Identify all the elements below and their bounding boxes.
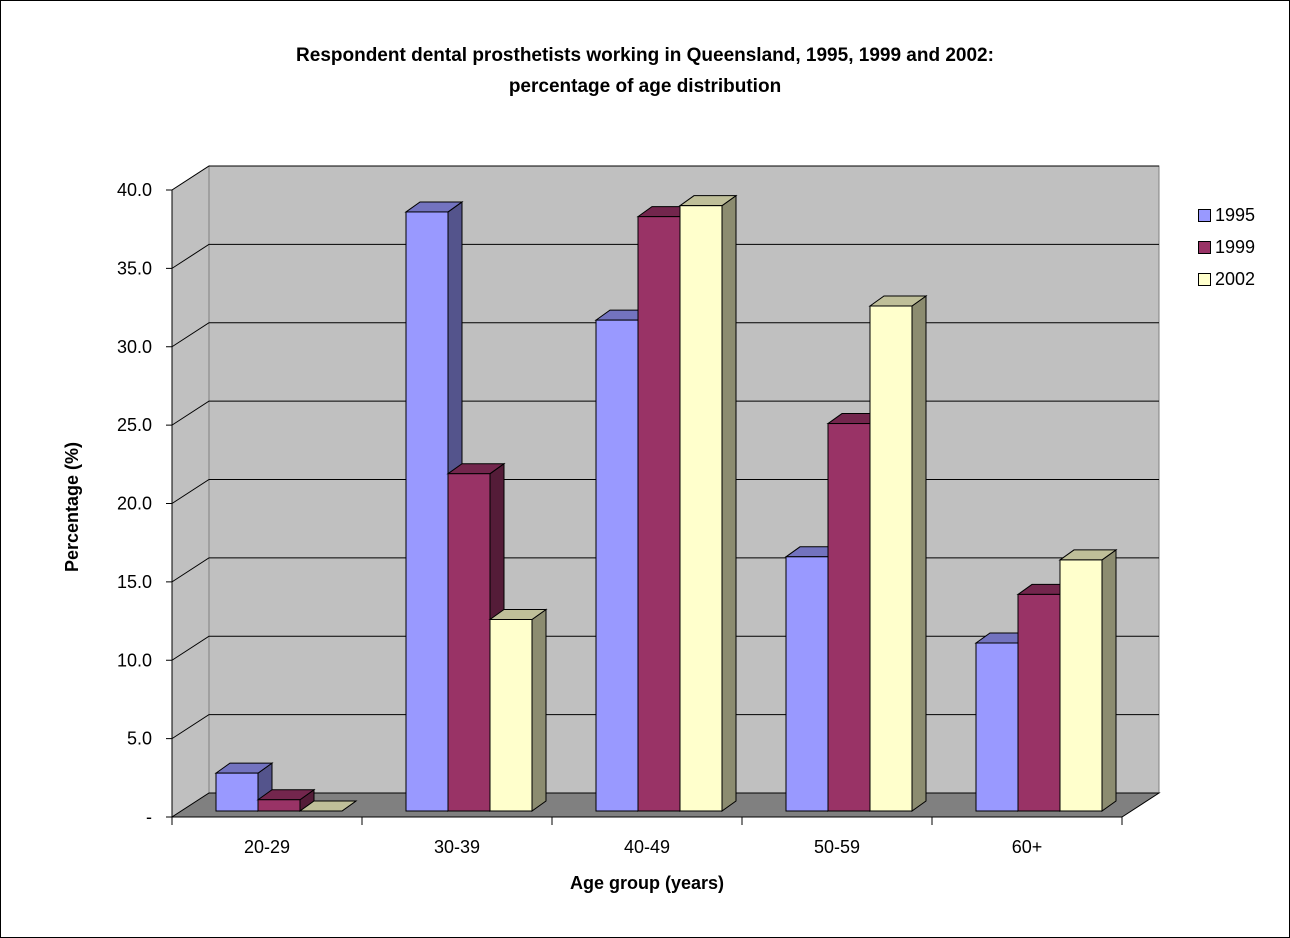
legend: 1995 1999 2002 (1198, 199, 1255, 295)
y-tick-label: - (146, 807, 152, 827)
y-tick-label: 25.0 (117, 415, 152, 435)
y-tick-label: 5.0 (127, 729, 152, 749)
bar-side (531, 608, 547, 812)
y-tick-label: 10.0 (117, 650, 152, 670)
bar-front (405, 211, 449, 812)
bar-top (298, 800, 358, 812)
axes: - 5.0 10.0 15.0 20.0 25.0 30.0 35.0 40.0 20-29 30-… (117, 180, 1123, 857)
x-axis-label: Age group (years) (570, 873, 724, 893)
x-tick-label: 50-59 (814, 837, 860, 857)
chart-title: Respondent dental prosthetists working i… (296, 45, 994, 66)
legend-item-1995: 1995 (1198, 199, 1255, 231)
x-tick-label: 40-49 (624, 837, 670, 857)
y-tick-label: 20.0 (117, 494, 152, 514)
gridline (171, 400, 1159, 426)
legend-swatch-2002 (1198, 272, 1211, 286)
legend-swatch-1995 (1198, 208, 1211, 222)
bar-front (827, 423, 871, 812)
bar-front (489, 618, 533, 812)
legend-swatch-1999 (1198, 240, 1211, 254)
bar-side (721, 194, 737, 812)
legend-item-2002: 2002 (1198, 263, 1255, 295)
bar-front (785, 556, 829, 812)
bar-front (1059, 559, 1103, 812)
bar-side (911, 295, 927, 812)
bar-2002-30-39 (488, 608, 548, 812)
bar-front (679, 205, 723, 812)
bar-2002-40-49 (678, 194, 738, 812)
y-axis-label: Percentage (%) (62, 442, 82, 572)
bar-front (975, 642, 1019, 812)
gridline (171, 322, 1159, 348)
gridline (171, 165, 1159, 191)
y-tick-label: 30.0 (117, 337, 152, 357)
bar-side (1101, 548, 1117, 812)
bar-2002-50-59 (868, 295, 928, 812)
bar-1995-30-39 (404, 200, 464, 812)
bar-2002-60+ (1058, 548, 1118, 812)
y-tick-label: 35.0 (117, 258, 152, 278)
bar-1999-30-39 (446, 462, 506, 812)
bar-front (215, 772, 259, 812)
bar-front (447, 473, 491, 812)
bar-front (1017, 593, 1061, 812)
y-tick-label: 40.0 (117, 180, 152, 200)
bar-front (869, 305, 913, 812)
legend-label-1999: 1999 (1215, 236, 1256, 257)
x-tick-label: 60+ (1012, 837, 1043, 857)
legend-label-1995: 1995 (1215, 204, 1256, 225)
bar-front (595, 319, 639, 812)
bar-2002-20-29 (298, 800, 358, 812)
gridline (171, 243, 1159, 269)
bar-front (257, 799, 301, 812)
x-tick-label: 30-39 (434, 837, 480, 857)
y-tick-label: 15.0 (117, 572, 152, 592)
x-tick-label: 20-29 (244, 837, 290, 857)
legend-label-2002: 2002 (1215, 268, 1256, 289)
legend-item-1999: 1999 (1198, 231, 1255, 263)
bar-1999-20-29 (256, 788, 316, 812)
chart-subtitle: percentage of age distribution (508, 76, 782, 97)
bar-front (637, 216, 681, 812)
bars (214, 194, 1118, 812)
